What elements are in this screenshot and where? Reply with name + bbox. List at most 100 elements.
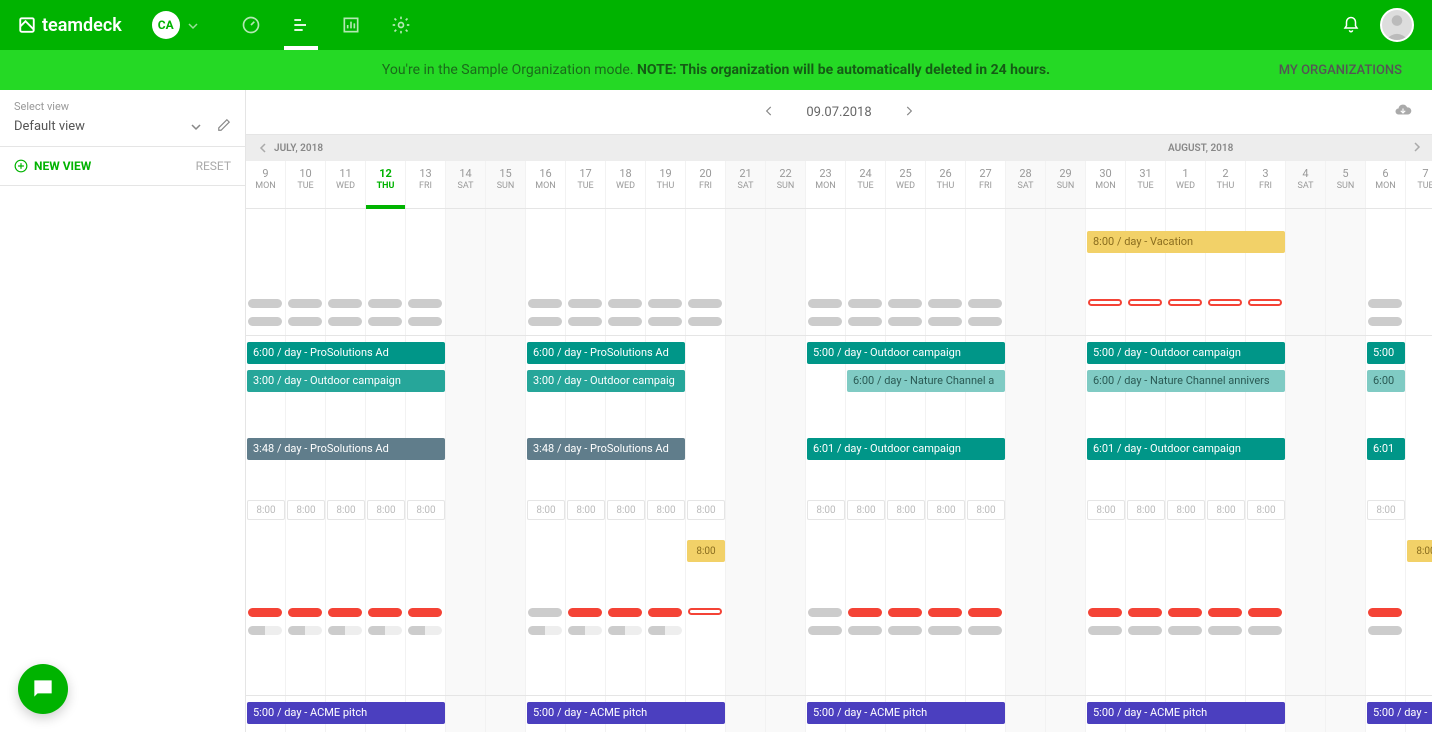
day-header-cell[interactable]: 7TUE bbox=[1406, 161, 1432, 208]
booking-event[interactable]: 5:00 / day - ACME pitch bbox=[1087, 702, 1285, 724]
day-header-cell[interactable]: 9MON bbox=[246, 161, 286, 208]
booking-event[interactable]: 5:00 / day - ACME pitch bbox=[527, 702, 725, 724]
availability-cell[interactable]: 8:00 bbox=[567, 500, 605, 520]
availability-cell[interactable]: 8:00 bbox=[807, 500, 845, 520]
booking-event[interactable]: 5:00 / day - ACME pitch bbox=[807, 702, 1005, 724]
day-header-cell[interactable]: 13FRI bbox=[406, 161, 446, 208]
new-view-button[interactable]: NEW VIEW bbox=[14, 159, 91, 173]
export-icon[interactable] bbox=[1394, 101, 1412, 123]
view-dropdown[interactable]: Default view bbox=[14, 119, 201, 134]
day-header-cell[interactable]: 23MON bbox=[806, 161, 846, 208]
booking-event[interactable]: 8:00 / day - Vacation bbox=[1087, 231, 1285, 253]
availability-cell[interactable]: 8:00 bbox=[887, 500, 925, 520]
booking-event[interactable]: 3:48 / day - ProSolutions Ad bbox=[247, 438, 445, 460]
booking-event[interactable]: 5:00 / day - Outdoor campaign bbox=[1087, 342, 1285, 364]
day-header-cell[interactable]: 19THU bbox=[646, 161, 686, 208]
booking-event[interactable]: 5:00 bbox=[1367, 342, 1405, 364]
availability-cell[interactable]: 8:00 bbox=[1167, 500, 1205, 520]
indicator-pill bbox=[568, 317, 602, 326]
day-header-cell[interactable]: 22SUN bbox=[766, 161, 806, 208]
availability-cell[interactable]: 8:00 bbox=[927, 500, 965, 520]
day-header-cell[interactable]: 30MON bbox=[1086, 161, 1126, 208]
booking-event[interactable]: 5:00 / day - ACME pitch bbox=[247, 702, 445, 724]
day-header-cell[interactable]: 26THU bbox=[926, 161, 966, 208]
booking-event[interactable]: 6:00 / day - ProSolutions Ad bbox=[527, 342, 685, 364]
day-header-cell[interactable]: 24TUE bbox=[846, 161, 886, 208]
availability-cell[interactable]: 8:00 bbox=[1087, 500, 1125, 520]
nav-settings-icon[interactable] bbox=[376, 0, 426, 50]
current-date[interactable]: 09.07.2018 bbox=[806, 105, 871, 120]
booking-event[interactable]: 6:01 bbox=[1367, 438, 1405, 460]
nav-dashboard-icon[interactable] bbox=[226, 0, 276, 50]
indicator-pill bbox=[648, 317, 682, 326]
booking-event[interactable]: 3:48 / day - ProSolutions Ad bbox=[527, 438, 685, 460]
booking-event[interactable]: 6:01 / day - Outdoor campaign bbox=[1087, 438, 1285, 460]
indicator-pill bbox=[1088, 608, 1122, 617]
chevron-left-icon[interactable] bbox=[258, 143, 268, 153]
booking-event[interactable]: 5:00 / day - bbox=[1367, 702, 1432, 724]
day-header-cell[interactable]: 11WED bbox=[326, 161, 366, 208]
vacation-cell[interactable]: 8:00 bbox=[687, 540, 725, 562]
availability-cell[interactable]: 8:00 bbox=[847, 500, 885, 520]
availability-cell[interactable]: 8:00 bbox=[367, 500, 405, 520]
vacation-cell[interactable]: 8:00 bbox=[1407, 540, 1432, 562]
booking-event[interactable]: 6:00 / day - ProSolutions Ad bbox=[247, 342, 445, 364]
indicator-pill bbox=[848, 299, 882, 308]
availability-cell[interactable]: 8:00 bbox=[407, 500, 445, 520]
availability-cell[interactable]: 8:00 bbox=[247, 500, 285, 520]
day-header-cell[interactable]: 14SAT bbox=[446, 161, 486, 208]
day-header-cell[interactable]: 1WED bbox=[1166, 161, 1206, 208]
day-header-cell[interactable]: 25WED bbox=[886, 161, 926, 208]
booking-event[interactable]: 5:00 / day - Outdoor campaign bbox=[807, 342, 1005, 364]
day-header-cell[interactable]: 28SAT bbox=[1006, 161, 1046, 208]
availability-cell[interactable]: 8:00 bbox=[287, 500, 325, 520]
user-avatar[interactable] bbox=[1380, 8, 1414, 42]
reset-button[interactable]: RESET bbox=[196, 159, 231, 173]
availability-cell[interactable]: 8:00 bbox=[1207, 500, 1245, 520]
availability-cell[interactable]: 8:00 bbox=[687, 500, 725, 520]
availability-cell[interactable]: 8:00 bbox=[967, 500, 1005, 520]
chevron-down-icon[interactable] bbox=[188, 16, 198, 35]
day-header-cell[interactable]: 27FRI bbox=[966, 161, 1006, 208]
day-header-cell[interactable]: 4SAT bbox=[1286, 161, 1326, 208]
availability-cell[interactable]: 8:00 bbox=[327, 500, 365, 520]
availability-cell[interactable]: 8:00 bbox=[647, 500, 685, 520]
booking-event[interactable]: 6:00 / day - Nature Channel a bbox=[847, 370, 1005, 392]
org-badge[interactable]: CA bbox=[152, 11, 180, 39]
chat-widget[interactable] bbox=[18, 664, 68, 714]
day-header-cell[interactable]: 21SAT bbox=[726, 161, 766, 208]
day-header-cell[interactable]: 31TUE bbox=[1126, 161, 1166, 208]
day-header-cell[interactable]: 16MON bbox=[526, 161, 566, 208]
day-header-cell[interactable]: 20FRI bbox=[686, 161, 726, 208]
availability-cell[interactable]: 8:00 bbox=[1367, 500, 1405, 520]
day-header-cell[interactable]: 29SUN bbox=[1046, 161, 1086, 208]
nav-schedule-icon[interactable] bbox=[276, 0, 326, 50]
view-actions: NEW VIEW RESET bbox=[0, 147, 245, 186]
day-header-cell[interactable]: 10TUE bbox=[286, 161, 326, 208]
availability-cell[interactable]: 8:00 bbox=[1247, 500, 1285, 520]
edit-view-icon[interactable] bbox=[217, 117, 231, 136]
day-header-cell[interactable]: 3FRI bbox=[1246, 161, 1286, 208]
day-header-cell[interactable]: 2THU bbox=[1206, 161, 1246, 208]
nav-reports-icon[interactable] bbox=[326, 0, 376, 50]
my-organizations-link[interactable]: MY ORGANIZATIONS bbox=[1279, 63, 1402, 78]
booking-event[interactable]: 6:01 / day - Outdoor campaign bbox=[807, 438, 1005, 460]
availability-cell[interactable]: 8:00 bbox=[527, 500, 565, 520]
day-header-cell[interactable]: 12THU bbox=[366, 161, 406, 208]
prev-date-button[interactable] bbox=[762, 103, 776, 122]
day-header-cell[interactable]: 15SUN bbox=[486, 161, 526, 208]
availability-cell[interactable]: 8:00 bbox=[1127, 500, 1165, 520]
booking-event[interactable]: 3:00 / day - Outdoor campaig bbox=[527, 370, 685, 392]
chevron-right-icon[interactable] bbox=[1412, 142, 1422, 155]
day-header-cell[interactable]: 5SUN bbox=[1326, 161, 1366, 208]
booking-event[interactable]: 6:00 / day - Nature Channel annivers bbox=[1087, 370, 1285, 392]
booking-event[interactable]: 3:00 / day - Outdoor campaign bbox=[247, 370, 445, 392]
availability-cell[interactable]: 8:00 bbox=[607, 500, 645, 520]
day-header-cell[interactable]: 18WED bbox=[606, 161, 646, 208]
brand-logo[interactable]: teamdeck bbox=[18, 15, 122, 36]
day-header-cell[interactable]: 6MON bbox=[1366, 161, 1406, 208]
booking-event[interactable]: 6:00 bbox=[1367, 370, 1405, 392]
next-date-button[interactable] bbox=[902, 103, 916, 122]
day-header-cell[interactable]: 17TUE bbox=[566, 161, 606, 208]
notification-bell-icon[interactable] bbox=[1342, 16, 1360, 34]
